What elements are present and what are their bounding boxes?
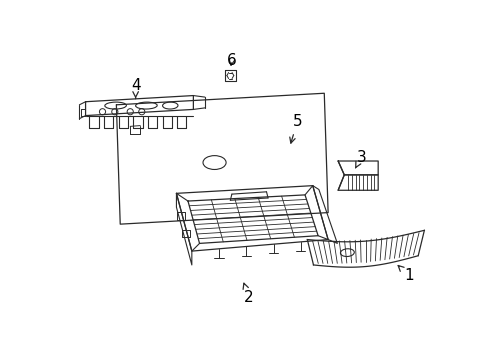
Text: 5: 5 <box>290 114 302 143</box>
Text: 4: 4 <box>131 78 141 99</box>
Text: 1: 1 <box>398 266 414 283</box>
Text: 3: 3 <box>356 150 366 168</box>
Text: 2: 2 <box>243 283 254 305</box>
Text: 6: 6 <box>227 53 237 68</box>
